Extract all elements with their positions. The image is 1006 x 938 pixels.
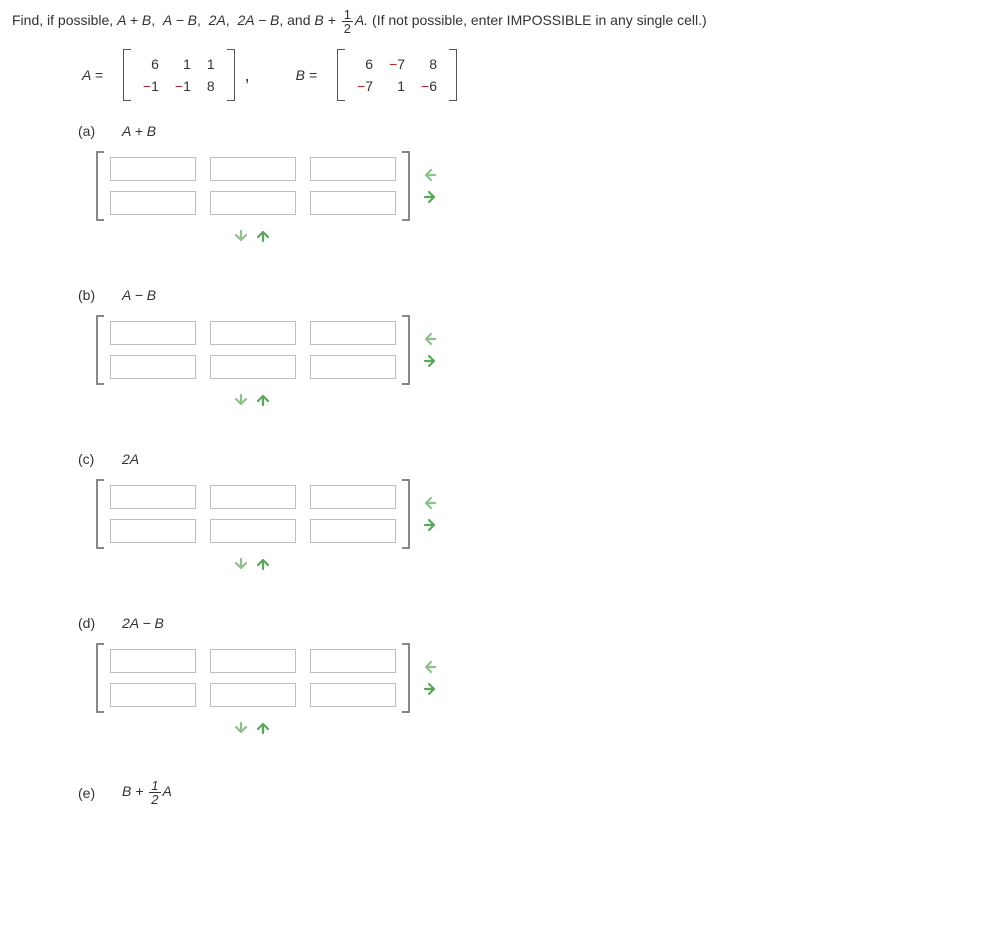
matrix-cell-input[interactable] (110, 683, 196, 707)
given-matrices: A = 611−1−18 , B = 6−78−71−6 (82, 49, 994, 101)
matrix-a-label: A = (82, 67, 103, 83)
remove-row-icon[interactable] (255, 557, 271, 571)
add-column-icon[interactable] (422, 518, 438, 532)
matrix-cell-input[interactable] (110, 321, 196, 345)
frac-num: 1 (342, 8, 353, 22)
frac-den: 2 (342, 22, 353, 35)
remove-row-icon[interactable] (255, 393, 271, 407)
matrix-cell: 6 (135, 53, 167, 75)
add-column-icon[interactable] (422, 190, 438, 204)
matrix-cell-input[interactable] (310, 191, 396, 215)
matrix-cell-input[interactable] (110, 157, 196, 181)
add-row-icon[interactable] (233, 229, 249, 243)
matrix-cell-input[interactable] (210, 683, 296, 707)
matrix-cell-input[interactable] (310, 519, 396, 543)
matrix-cell: −7 (349, 75, 381, 97)
part-e: (e) B + 12A (78, 779, 994, 806)
part-letter: (a) (78, 123, 106, 139)
matrix-cell-input[interactable] (110, 355, 196, 379)
part-b: (b) A − B (78, 287, 994, 407)
add-row-icon[interactable] (233, 721, 249, 735)
matrix-cell: 8 (413, 53, 445, 75)
matrix-comma: , (245, 65, 250, 86)
matrix-cell-input[interactable] (210, 321, 296, 345)
matrix-cell: −1 (135, 75, 167, 97)
term-3: 2A − B (237, 12, 279, 28)
matrix-cell-input[interactable] (310, 321, 396, 345)
add-column-icon[interactable] (422, 354, 438, 368)
matrix-b-label: B = (296, 67, 317, 83)
remove-row-icon[interactable] (255, 229, 271, 243)
matrix-cell: 1 (199, 53, 223, 75)
part-letter: (d) (78, 615, 106, 631)
add-row-icon[interactable] (233, 557, 249, 571)
matrix-a: 611−1−18 (123, 49, 235, 101)
part-expression: A + B (122, 123, 156, 139)
add-row-icon[interactable] (233, 393, 249, 407)
part-letter: (b) (78, 287, 106, 303)
matrix-cell-input[interactable] (310, 355, 396, 379)
matrix-cell: −1 (167, 75, 199, 97)
remove-column-icon[interactable] (422, 168, 438, 182)
matrix-cell-input[interactable] (110, 191, 196, 215)
instructions-note: (If not possible, enter IMPOSSIBLE in an… (372, 12, 707, 28)
half-fraction: 12 (342, 8, 353, 35)
matrix-cell: 8 (199, 75, 223, 97)
answer-matrix (96, 479, 994, 549)
part-expression: 2A − B (122, 615, 164, 631)
part-a: (a) A + B (78, 123, 994, 243)
matrix-cell-input[interactable] (310, 485, 396, 509)
remove-column-icon[interactable] (422, 496, 438, 510)
answer-matrix (96, 643, 994, 713)
matrix-cell: 1 (381, 75, 413, 97)
matrix-cell: −6 (413, 75, 445, 97)
part-expression: 2A (122, 451, 139, 467)
part-expression: B + 12A (122, 779, 172, 806)
matrix-cell-input[interactable] (210, 649, 296, 673)
answer-matrix (96, 315, 994, 385)
last-term-suffix: A. (355, 12, 368, 28)
part-expression: A − B (122, 287, 156, 303)
remove-row-icon[interactable] (255, 721, 271, 735)
part-letter: (e) (78, 785, 106, 801)
matrix-cell: −7 (381, 53, 413, 75)
remove-column-icon[interactable] (422, 660, 438, 674)
matrix-cell-input[interactable] (210, 485, 296, 509)
matrix-cell-input[interactable] (110, 649, 196, 673)
instructions-prefix: Find, if possible, (12, 12, 117, 28)
matrix-cell-input[interactable] (210, 519, 296, 543)
last-term-prefix: B + (314, 12, 339, 28)
matrix-cell-input[interactable] (210, 355, 296, 379)
matrix-b: 6−78−71−6 (337, 49, 457, 101)
matrix-cell-input[interactable] (110, 519, 196, 543)
instructions: Find, if possible, A + B, A − B, 2A, 2A … (12, 8, 994, 35)
matrix-cell-input[interactable] (110, 485, 196, 509)
term-0: A + B (117, 12, 151, 28)
matrix-cell: 1 (167, 53, 199, 75)
part-c: (c) 2A (78, 451, 994, 571)
and-text: and (287, 12, 314, 28)
matrix-cell-input[interactable] (310, 157, 396, 181)
term-2: 2A (209, 12, 226, 28)
matrix-cell-input[interactable] (210, 157, 296, 181)
term-1: A − B (163, 12, 197, 28)
answer-matrix (96, 151, 994, 221)
part-letter: (c) (78, 451, 106, 467)
add-column-icon[interactable] (422, 682, 438, 696)
matrix-cell-input[interactable] (310, 649, 396, 673)
remove-column-icon[interactable] (422, 332, 438, 346)
matrix-cell-input[interactable] (210, 191, 296, 215)
matrix-cell-input[interactable] (310, 683, 396, 707)
part-d: (d) 2A − B (78, 615, 994, 735)
matrix-cell: 6 (349, 53, 381, 75)
